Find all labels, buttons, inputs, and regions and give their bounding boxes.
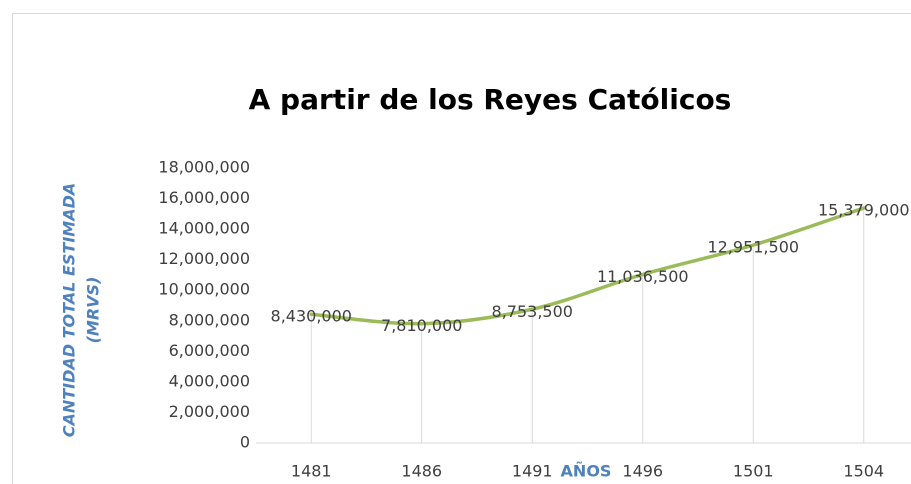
x-tick-label: 1486: [401, 462, 442, 481]
y-tick-label: 8,000,000: [169, 310, 250, 329]
data-label: 7,810,000: [381, 316, 462, 335]
data-label: 8,753,500: [492, 302, 573, 321]
x-tick-label: 1481: [291, 462, 332, 481]
x-axis-title: AÑOS: [561, 462, 612, 481]
y-tick-label: 18,000,000: [158, 158, 250, 177]
y-tick-label: 12,000,000: [158, 249, 250, 268]
y-tick-label: 4,000,000: [169, 371, 250, 390]
data-label: 12,951,500: [707, 238, 799, 257]
y-tick-label: 0: [240, 433, 250, 452]
y-axis-title-line: CANTIDAD TOTAL ESTIMADA: [60, 183, 79, 438]
x-tick-label: 1496: [622, 462, 663, 481]
data-label: 15,379,000: [818, 201, 910, 220]
y-tick-label: 14,000,000: [158, 219, 250, 238]
chart-border: [12, 13, 911, 484]
x-tick-label: 1504: [843, 462, 884, 481]
y-tick-label: 10,000,000: [158, 280, 250, 299]
chart-title: A partir de los Reyes Católicos: [249, 83, 732, 116]
y-axis-title: CANTIDAD TOTAL ESTIMADA (MRVS): [60, 183, 103, 438]
data-label: 11,036,500: [597, 267, 689, 286]
x-tick-label: 1491: [512, 462, 553, 481]
y-tick-label: 2,000,000: [169, 402, 250, 421]
series-line: [309, 206, 866, 326]
x-tick-label: 1501: [733, 462, 774, 481]
y-axis-title-line: (MRVS): [84, 277, 103, 344]
y-tick-label: 16,000,000: [158, 188, 250, 207]
y-tick-label: 6,000,000: [169, 341, 250, 360]
data-label: 8,430,000: [271, 307, 352, 326]
